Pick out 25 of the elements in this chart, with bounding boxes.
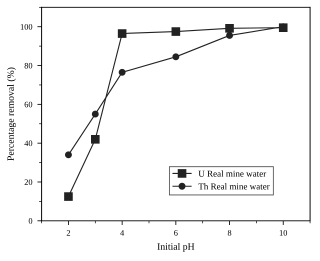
y-axis-title: Percentage removal (%) (7, 68, 16, 161)
point (172, 27, 180, 36)
y-tick-label: 100 (20, 24, 32, 30)
x-tick-label: 10 (280, 230, 288, 236)
y-tick-label: 60 (24, 102, 32, 108)
point (225, 24, 234, 33)
point (64, 192, 73, 201)
y-tick-label: 40 (24, 140, 32, 146)
y-tick-label: 80 (24, 62, 32, 69)
point (118, 68, 126, 76)
point (172, 53, 180, 60)
y-tick-label: 0 (28, 218, 32, 224)
point (226, 32, 234, 39)
x-axis-title: Initial pH (157, 242, 194, 252)
x-tick-label: 2 (66, 230, 70, 236)
y-tick-label: 20 (24, 179, 32, 185)
legend-label: Th Real mine water (198, 183, 270, 190)
point (90, 134, 100, 144)
point (118, 29, 126, 38)
point (64, 151, 72, 158)
x-tick-label: 6 (174, 230, 178, 236)
x-tick-label: 8 (228, 230, 232, 236)
point (92, 110, 99, 118)
x-tick-label: 4 (120, 230, 124, 236)
legend-label: U Real mine water (198, 170, 266, 177)
